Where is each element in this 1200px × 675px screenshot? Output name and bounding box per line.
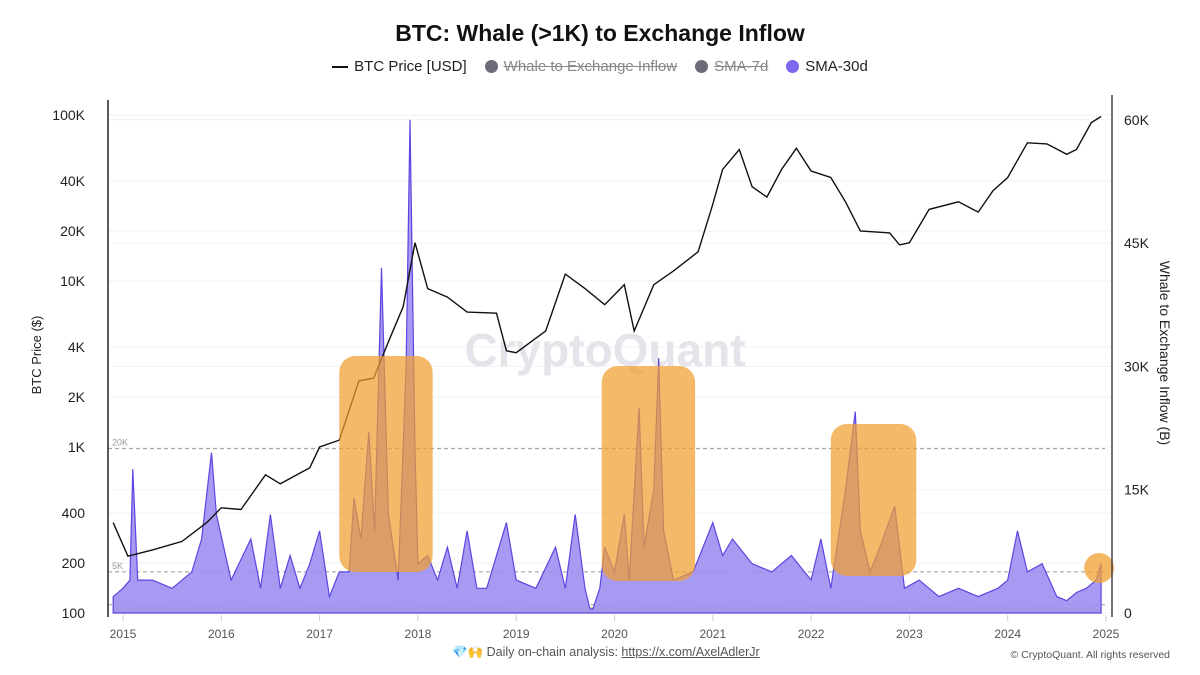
legend: BTC Price [USD] Whale to Exchange Inflow… [0, 58, 1200, 75]
highlight-circle [1084, 553, 1115, 583]
y-left-tick-label: 200 [62, 555, 86, 571]
y-left-tick-label: 40K [60, 173, 86, 189]
reference-line-label: 5K [112, 561, 123, 571]
highlight-box [830, 424, 917, 576]
analysis-link[interactable]: https://x.com/AxelAdlerJr [621, 645, 760, 659]
line-icon [332, 65, 349, 68]
y-left-axis-label: BTC Price ($) [29, 316, 44, 395]
legend-label: Whale to Exchange Inflow [503, 58, 678, 75]
legend-item-sma-30d[interactable]: SMA-30d [786, 58, 868, 75]
y-left-tick-label: 10K [60, 273, 86, 289]
footer-label: Daily on-chain analysis: [486, 645, 618, 659]
dot-icon [484, 60, 498, 73]
x-tick-label: 2018 [405, 627, 432, 641]
legend-label: SMA-30d [805, 58, 868, 75]
legend-label: BTC Price [USD] [354, 58, 467, 75]
dot-icon [786, 60, 800, 73]
legend-item-btc-price[interactable]: BTC Price [USD] [332, 58, 467, 75]
x-tick-label: 2025 [1093, 627, 1120, 641]
highlight-box [339, 356, 433, 572]
x-tick-label: 2019 [503, 627, 530, 641]
highlight-box [601, 366, 696, 581]
x-tick-label: 2022 [798, 627, 825, 641]
y-right-tick-label: 30K [1124, 358, 1150, 374]
reference-line-label: 20K [112, 438, 128, 448]
y-left-tick-label: 1K [68, 439, 86, 455]
legend-item-sma-7d[interactable]: SMA-7d [695, 58, 768, 75]
x-tick-label: 2016 [208, 627, 235, 641]
copyright: © CryptoQuant. All rights reserved [1010, 649, 1170, 661]
y-left-tick-label: 4K [68, 339, 86, 355]
x-tick-label: 2023 [896, 627, 923, 641]
x-tick-label: 2021 [699, 627, 726, 641]
y-right-axis-label: Whale to Exchange Inflow (B) [1157, 261, 1173, 445]
y-left-tick-label: 2K [68, 389, 86, 405]
watermark: CryptoQuant [464, 324, 745, 376]
y-left-tick-label: 100K [52, 107, 85, 123]
footer-analysis: 💎🙌 Daily on-chain analysis: https://x.co… [452, 645, 760, 660]
legend-item-whale-inflow[interactable]: Whale to Exchange Inflow [484, 58, 678, 75]
dot-icon [695, 60, 709, 73]
y-left-tick-label: 20K [60, 223, 86, 239]
x-tick-label: 2020 [601, 627, 628, 641]
diamond-hands-icon: 💎🙌 [452, 645, 484, 659]
y-right-tick-label: 0 [1124, 605, 1132, 621]
x-tick-label: 2015 [110, 627, 137, 641]
y-left-tick-label: 100 [62, 605, 86, 621]
y-right-tick-label: 15K [1124, 482, 1150, 498]
y-left-tick-label: 400 [62, 505, 86, 521]
x-tick-label: 2017 [306, 627, 333, 641]
legend-label: SMA-7d [714, 58, 769, 75]
y-right-tick-label: 60K [1124, 112, 1150, 128]
chart-title: BTC: Whale (>1K) to Exchange Inflow [395, 20, 805, 46]
y-right-tick-label: 45K [1124, 235, 1150, 251]
btc-price-line [112, 115, 1102, 558]
x-tick-label: 2024 [994, 627, 1021, 641]
